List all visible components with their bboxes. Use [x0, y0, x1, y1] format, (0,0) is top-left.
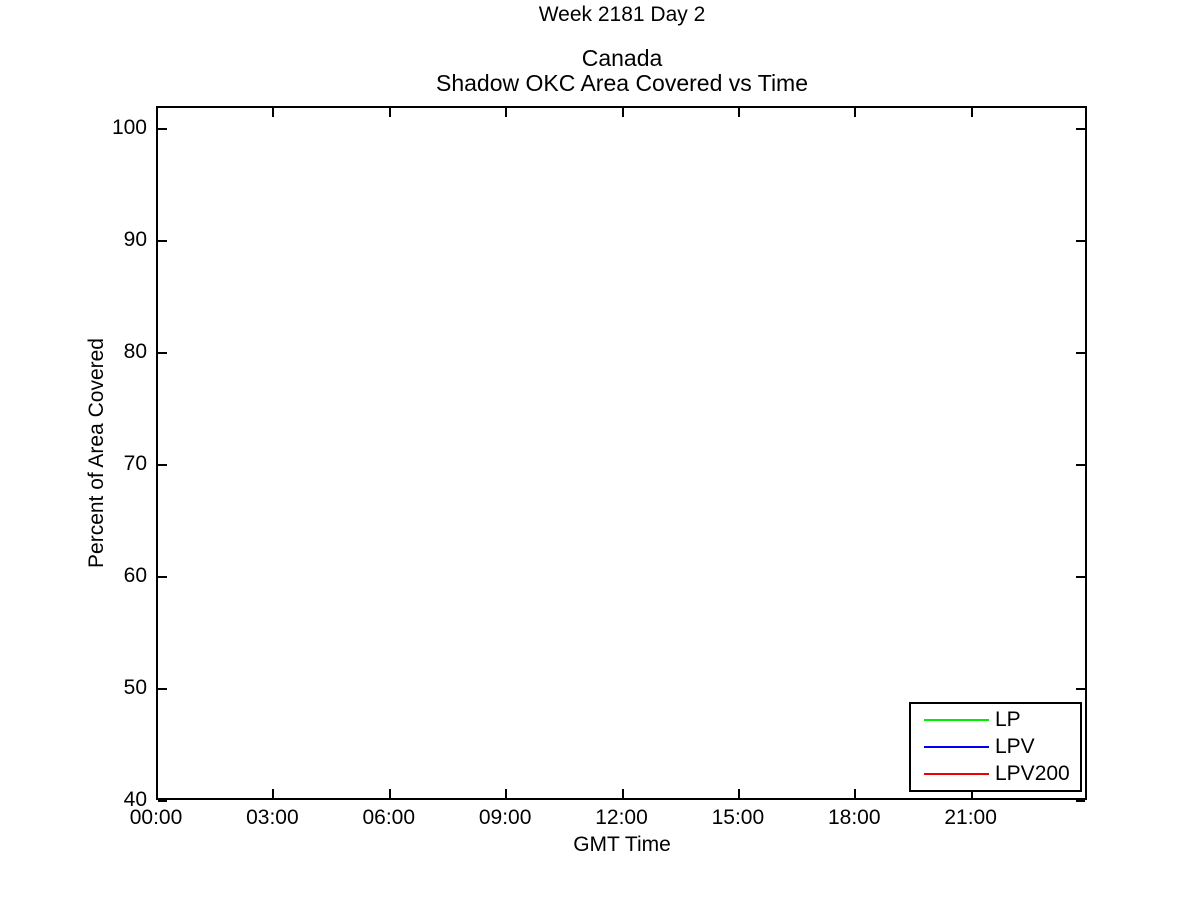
- legend: LP LPV LPV200: [909, 702, 1082, 792]
- legend-row: LPV: [911, 734, 1080, 761]
- y-tick-left: [158, 352, 167, 355]
- x-tick-bottom: [854, 789, 857, 798]
- y-tick-right: [1076, 464, 1085, 467]
- y-tick-left: [158, 240, 167, 243]
- x-tick-label: 21:00: [944, 806, 997, 829]
- legend-row: LPV200: [911, 761, 1080, 788]
- y-tick-right: [1076, 800, 1085, 802]
- x-tick-bottom: [737, 789, 740, 798]
- x-tick-top: [505, 108, 508, 117]
- legend-label-lp: LP: [995, 708, 1021, 731]
- y-tick-label: 80: [123, 340, 147, 364]
- x-axis-label: GMT Time: [573, 833, 671, 856]
- x-tick-bottom: [505, 789, 508, 798]
- y-tick-left: [158, 688, 167, 691]
- legend-line-lp: [924, 719, 989, 721]
- x-tick-bottom: [272, 789, 275, 798]
- chart-title-line1: Canada: [581, 45, 663, 71]
- y-tick-left: [158, 800, 167, 802]
- series-lines: [158, 108, 1089, 802]
- y-tick-label: 40: [123, 788, 147, 811]
- legend-label-lpv200: LPV200: [995, 762, 1070, 785]
- x-tick-label: 06:00: [362, 806, 416, 829]
- x-tick-top: [970, 108, 973, 117]
- chart-title-line2: Shadow OKC Area Covered vs Time: [436, 70, 808, 96]
- chart-title: Canada Shadow OKC Area Covered vs Time: [157, 46, 1087, 96]
- y-tick-right: [1076, 128, 1085, 131]
- y-tick-left: [158, 464, 167, 467]
- x-tick-bottom: [156, 789, 158, 798]
- x-tick-top: [854, 108, 857, 117]
- x-tick-label: 18:00: [827, 806, 881, 829]
- legend-label-lpv: LPV: [995, 735, 1035, 758]
- x-tick-label: 12:00: [595, 806, 648, 829]
- y-tick-right: [1076, 240, 1085, 243]
- y-tick-label: 100: [111, 116, 147, 140]
- x-tick-top: [156, 108, 158, 117]
- x-tick-bottom: [621, 789, 624, 798]
- x-tick-top: [737, 108, 740, 117]
- y-tick-label: 50: [123, 676, 147, 700]
- x-tick-label: 03:00: [246, 806, 299, 829]
- x-tick-label: 15:00: [711, 806, 765, 829]
- y-tick-right: [1076, 352, 1085, 355]
- y-tick-label: 90: [123, 228, 147, 252]
- y-tick-right: [1076, 576, 1085, 579]
- x-tick-top: [388, 108, 391, 117]
- y-tick-left: [158, 576, 167, 579]
- y-tick-right: [1076, 688, 1085, 691]
- figure-suptitle: Week 2181 Day 2: [538, 3, 706, 26]
- legend-row: LP: [911, 707, 1080, 734]
- plot-area: [156, 106, 1089, 802]
- y-tick-label: 70: [123, 452, 147, 476]
- y-tick-left: [158, 128, 167, 131]
- x-tick-label: 09:00: [478, 806, 532, 829]
- x-tick-top: [272, 108, 275, 117]
- x-tick-bottom: [388, 789, 391, 798]
- y-tick-label: 60: [123, 564, 147, 588]
- legend-line-lpv200: [924, 773, 989, 775]
- x-tick-label: 00:00: [129, 806, 183, 829]
- legend-line-lpv: [924, 746, 989, 748]
- x-tick-top: [621, 108, 624, 117]
- x-tick-bottom: [970, 789, 973, 798]
